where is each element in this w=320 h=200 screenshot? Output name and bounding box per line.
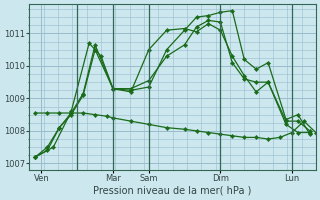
- X-axis label: Pression niveau de la mer( hPa ): Pression niveau de la mer( hPa ): [93, 186, 252, 196]
